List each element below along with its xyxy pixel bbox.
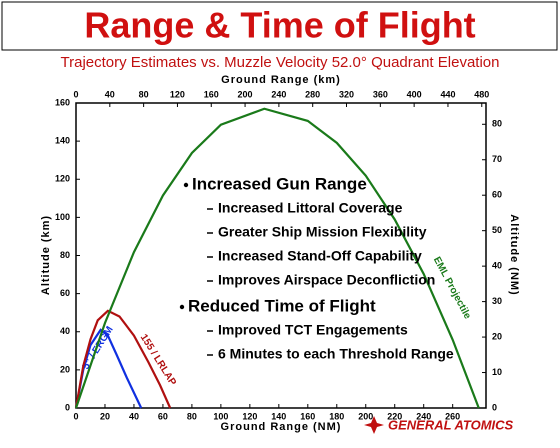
bullet-dot	[183, 182, 189, 188]
y-tick-label: 60	[60, 288, 70, 298]
x-tick-label: 120	[242, 411, 257, 421]
series-label: EML Projectile	[431, 255, 473, 321]
y2-tick-label: 20	[492, 331, 502, 341]
y-tick-label: 40	[60, 326, 70, 336]
title: Range & Time of Flight	[84, 5, 475, 46]
y2-tick-label: 0	[492, 402, 497, 412]
x-tick-label: 0	[73, 411, 78, 421]
y-tick-label: 120	[55, 174, 70, 184]
y2-axis-title: Altitude (NM)	[508, 214, 520, 295]
x-tick-label: 100	[213, 411, 228, 421]
trajectory	[74, 107, 480, 409]
x-tick-label: 140	[271, 411, 286, 421]
series-label: 5" / ERGM	[81, 325, 116, 372]
x-axis-title: Ground Range (NM)	[221, 421, 342, 433]
sub-bullet: Increased Stand-Off Capability	[218, 248, 422, 264]
x2-tick-label: 480	[474, 89, 489, 99]
y2-tick-label: 10	[492, 367, 502, 377]
x-tick-label: 160	[300, 411, 315, 421]
title-box	[1, 1, 558, 51]
subtitle: Trajectory Estimates vs. Muzzle Velocity…	[61, 54, 500, 71]
trajectory	[74, 328, 143, 409]
x2-tick-label: 0	[73, 89, 78, 99]
x-tick-label: 80	[187, 411, 197, 421]
sub-bullet: Increased Littoral Coverage	[218, 200, 403, 216]
x-tick-label: 260	[445, 411, 460, 421]
x2-tick-label: 400	[407, 89, 422, 99]
y2-tick-label: 60	[492, 190, 502, 200]
y-tick-label: 140	[55, 136, 70, 146]
x-tick-label: 240	[416, 411, 431, 421]
x2-tick-label: 360	[373, 89, 388, 99]
bullet: Reduced Time of Flight	[188, 296, 376, 315]
x2-tick-label: 320	[339, 89, 354, 99]
x2-tick-label: 80	[139, 89, 149, 99]
y-tick-label: 80	[60, 250, 70, 260]
y-tick-label: 0	[65, 402, 70, 412]
y2-tick-label: 70	[492, 154, 502, 164]
x-tick-label: 200	[358, 411, 373, 421]
y-tick-label: 20	[60, 364, 70, 374]
x-tick-label: 40	[129, 411, 139, 421]
y-axis-title: Altitude (km)	[40, 215, 52, 295]
y-tick-label: 160	[55, 97, 70, 107]
logo: GENERAL ATOMICS	[388, 417, 514, 432]
x-tick-label: 180	[329, 411, 344, 421]
y2-tick-label: 80	[492, 119, 502, 129]
y2-tick-label: 50	[492, 225, 502, 235]
x2-tick-label: 280	[305, 89, 320, 99]
sub-bullet: Improves Airspace Deconfliction	[218, 272, 435, 288]
bullet: Increased Gun Range	[192, 174, 367, 193]
y2-tick-label: 40	[492, 261, 502, 271]
x-tick-label: 60	[158, 411, 168, 421]
x2-tick-label: 40	[105, 89, 115, 99]
x2-tick-label: 200	[238, 89, 253, 99]
sub-bullet: 6 Minutes to each Threshold Range	[218, 346, 454, 362]
sub-bullet: Greater Ship Mission Flexibility	[218, 224, 427, 240]
y2-tick-label: 30	[492, 296, 502, 306]
x2-tick-label: 120	[170, 89, 185, 99]
x2-tick-label: 160	[204, 89, 219, 99]
x-tick-label: 20	[100, 411, 110, 421]
x-tick-label: 220	[387, 411, 402, 421]
trajectory	[74, 309, 172, 409]
logo-icon	[364, 416, 384, 434]
x2-tick-label: 440	[440, 89, 455, 99]
sub-bullet: Improved TCT Engagements	[218, 322, 408, 338]
x2-axis-title: Ground Range (km)	[221, 74, 341, 86]
x2-tick-label: 240	[271, 89, 286, 99]
bullet-dot	[179, 304, 185, 310]
y-tick-label: 100	[55, 212, 70, 222]
